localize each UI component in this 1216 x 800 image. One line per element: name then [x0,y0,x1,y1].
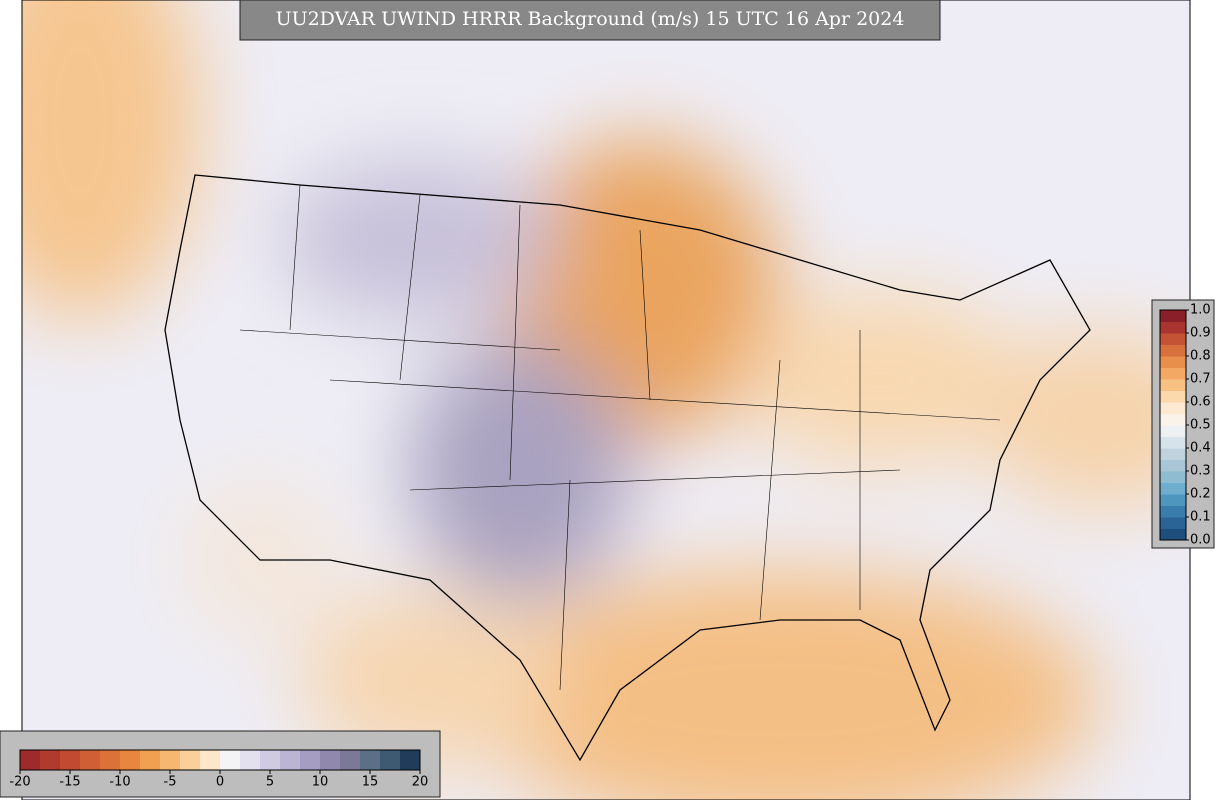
colorbar2-tick-label: 0.6 [1190,395,1211,410]
colorbar2-segment [1160,402,1186,414]
colorbar2-tick-label: 0.8 [1190,349,1211,364]
colorbar-segment [80,750,101,770]
state-borders [239,184,1001,691]
colorbar-segment [340,750,361,770]
colorbar2-segment [1160,494,1186,506]
colorbar2-segment [1160,321,1186,334]
colorbar-segment [320,750,341,770]
colorbar-segment [180,750,201,770]
colorbar-tick-label: -5 [164,775,177,790]
colorbar2-segment [1160,436,1186,449]
colorbar2-segment [1160,333,1186,345]
colorbar-segment [300,750,321,770]
colorbar2-segment [1160,390,1186,403]
map-title: UU2DVAR UWIND HRRR Background (m/s) 15 U… [276,8,905,30]
colorbar2-segment [1160,448,1186,460]
colorbar2-segment [1160,505,1186,518]
colorbar2-tick-label: 0.2 [1190,487,1211,502]
colorbar-segment [160,750,181,770]
colorbar2-segment [1160,344,1186,357]
colorbar2-segment [1160,425,1186,437]
colorbar2-tick-label: 1.0 [1190,303,1211,318]
colorbar-segment [200,750,221,770]
colorbar-tick-label: 5 [266,775,274,790]
colorbar2-segment [1160,459,1186,472]
colorbar-segment [100,750,121,770]
colorbar-tick-label: -20 [9,775,30,790]
colorbar-tick-label: 10 [312,775,329,790]
colorbar2-segment [1160,482,1186,495]
colorbar-tick-label: 20 [412,775,429,790]
colorbar2-segment [1160,413,1186,426]
coastline [164,174,1091,762]
colorbar-segment [20,750,41,770]
colorbar-segment [60,750,81,770]
colorbar2-segment [1160,471,1186,483]
colorbar-segment [400,750,421,770]
colorbar-tick-label: -10 [109,775,130,790]
colorbar-segment [120,750,141,770]
colorbar-tick-label: -15 [59,775,80,790]
colorbar-segment [240,750,261,770]
colorbar2-segment [1160,517,1186,529]
colorbar2-tick-label: 0.9 [1190,326,1211,341]
colorbar-segment [380,750,401,770]
colorbar2-segment [1160,528,1186,541]
colorbar-tick-label: 0 [216,775,224,790]
colorbar-segment [40,750,61,770]
colorbar2-segment [1160,379,1186,391]
colorbar2-segment [1160,310,1186,322]
colorbar2-tick-label: 0.5 [1190,418,1211,433]
title-box [239,0,941,41]
colorbar-segment [140,750,161,770]
colorbar-segment [220,750,241,770]
colorbar-tick-label: 15 [362,775,379,790]
colorbar-segment [360,750,381,770]
colorbar2-tick-label: 0.3 [1190,464,1211,479]
colorbar2-tick-label: 0.4 [1190,441,1211,456]
colorbar-segment [260,750,281,770]
colorbar2-tick-label: 0.7 [1190,372,1211,387]
colorbar2-tick-label: 0.1 [1190,510,1211,525]
colorbar-segment [280,750,301,770]
colorbar2-segment [1160,356,1186,368]
colorbar2-segment [1160,367,1186,380]
colorbar2-tick-label: 0.0 [1190,533,1211,548]
